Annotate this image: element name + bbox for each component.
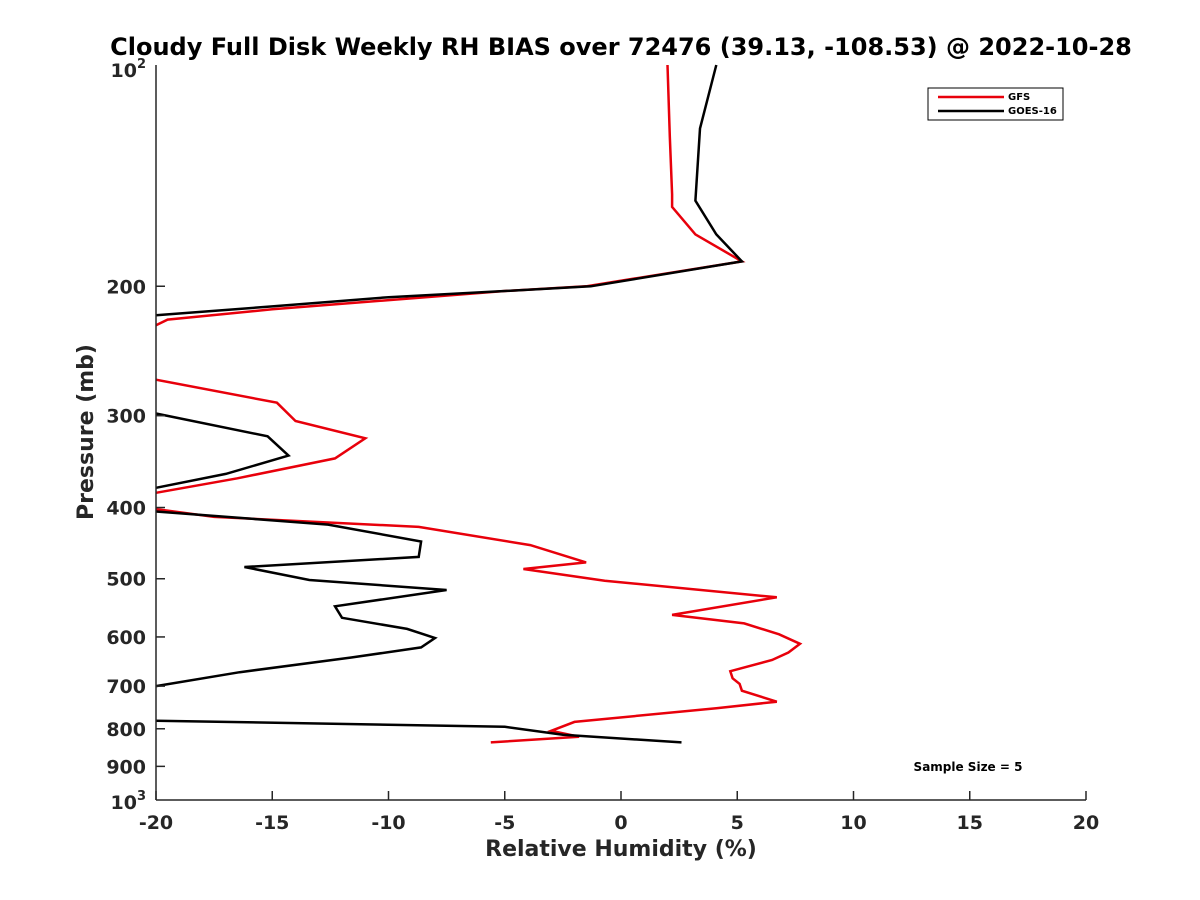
y-tick-label-bottom: 103 [111, 789, 147, 814]
y-axis-label: Pressure (mb) [74, 344, 99, 520]
axes [155, 65, 1086, 801]
y-tick-label: 400 [106, 498, 146, 520]
x-tick-label: 0 [614, 812, 627, 834]
y-tick-label: 500 [106, 569, 146, 591]
x-tick-label: -15 [255, 812, 289, 834]
x-tick-label: 5 [731, 812, 744, 834]
chart-title: Cloudy Full Disk Weekly RH BIAS over 724… [110, 33, 1132, 61]
legend-label-goes16: GOES-16 [1008, 106, 1057, 117]
plot-area [155, 64, 803, 744]
x-tick-label: 10 [840, 812, 866, 834]
x-tick-label: 20 [1073, 812, 1099, 834]
x-tick-label: 15 [957, 812, 983, 834]
sample-size-annotation: Sample Size = 5 [914, 760, 1023, 774]
y-tick-label: 600 [106, 627, 146, 649]
x-tick-label: -10 [371, 812, 405, 834]
y-tick-label: 200 [106, 276, 146, 298]
y-ticks: 200 300 400 500 600 700 800 900 102 103 [106, 57, 165, 814]
y-tick-label: 900 [106, 756, 146, 778]
y-tick-label: 300 [106, 406, 146, 428]
x-ticks: -20 -15 -10 -5 0 5 10 15 20 [139, 791, 1099, 834]
y-tick-label: 700 [106, 676, 146, 698]
x-axis-label: Relative Humidity (%) [485, 837, 757, 862]
series-line-gfs [155, 64, 803, 744]
x-tick-label: -5 [494, 812, 515, 834]
legend-label-gfs: GFS [1008, 92, 1030, 103]
legend: GFS GOES-16 [927, 87, 1064, 121]
legend-box [927, 87, 1064, 121]
y-tick-label: 800 [106, 719, 146, 741]
series-line-goes-16 [155, 64, 745, 744]
x-tick-label: -20 [139, 812, 173, 834]
y-tick-label-top: 102 [111, 57, 147, 82]
